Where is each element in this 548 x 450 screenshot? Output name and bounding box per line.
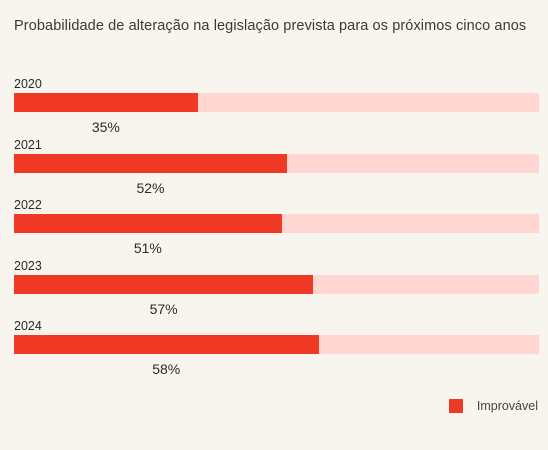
category-label: 2022 <box>14 198 42 212</box>
legend-label: Improvável <box>476 399 538 413</box>
bar-2021 <box>14 153 287 173</box>
category-label: 2020 <box>14 77 42 91</box>
bar-group-2021: 2021 52% <box>14 138 539 199</box>
bar-2023 <box>14 274 314 294</box>
bar-group-2022: 2022 51% <box>14 198 539 259</box>
legend: Improvável <box>448 399 538 413</box>
value-label: 52% <box>136 179 165 196</box>
bar-track <box>14 93 539 112</box>
bar-2022 <box>14 214 282 233</box>
bar-group-2023: 2023 57% <box>14 259 539 320</box>
value-label: 58% <box>152 361 181 377</box>
category-label: 2021 <box>14 137 42 152</box>
value-label: 57% <box>149 300 178 317</box>
value-label: 35% <box>91 119 120 135</box>
bar-group-2020: 2020 35% <box>14 77 539 138</box>
bar-track <box>14 153 539 173</box>
category-label: 2024 <box>14 319 42 333</box>
value-label: 51% <box>133 240 162 256</box>
bar-track <box>14 214 539 233</box>
chart-title: Probabilidade de alteração na legislação… <box>14 18 527 34</box>
bar-2024 <box>14 335 319 354</box>
category-label: 2023 <box>14 258 42 273</box>
bar-chart: 2020 35% 2021 52% 2022 51% 2023 57% 2024 58% <box>14 77 539 380</box>
bar-2020 <box>14 93 198 112</box>
bar-track <box>14 335 539 354</box>
bar-track <box>14 274 539 294</box>
bar-group-2024: 2024 58% <box>14 319 539 380</box>
legend-swatch <box>448 399 463 413</box>
